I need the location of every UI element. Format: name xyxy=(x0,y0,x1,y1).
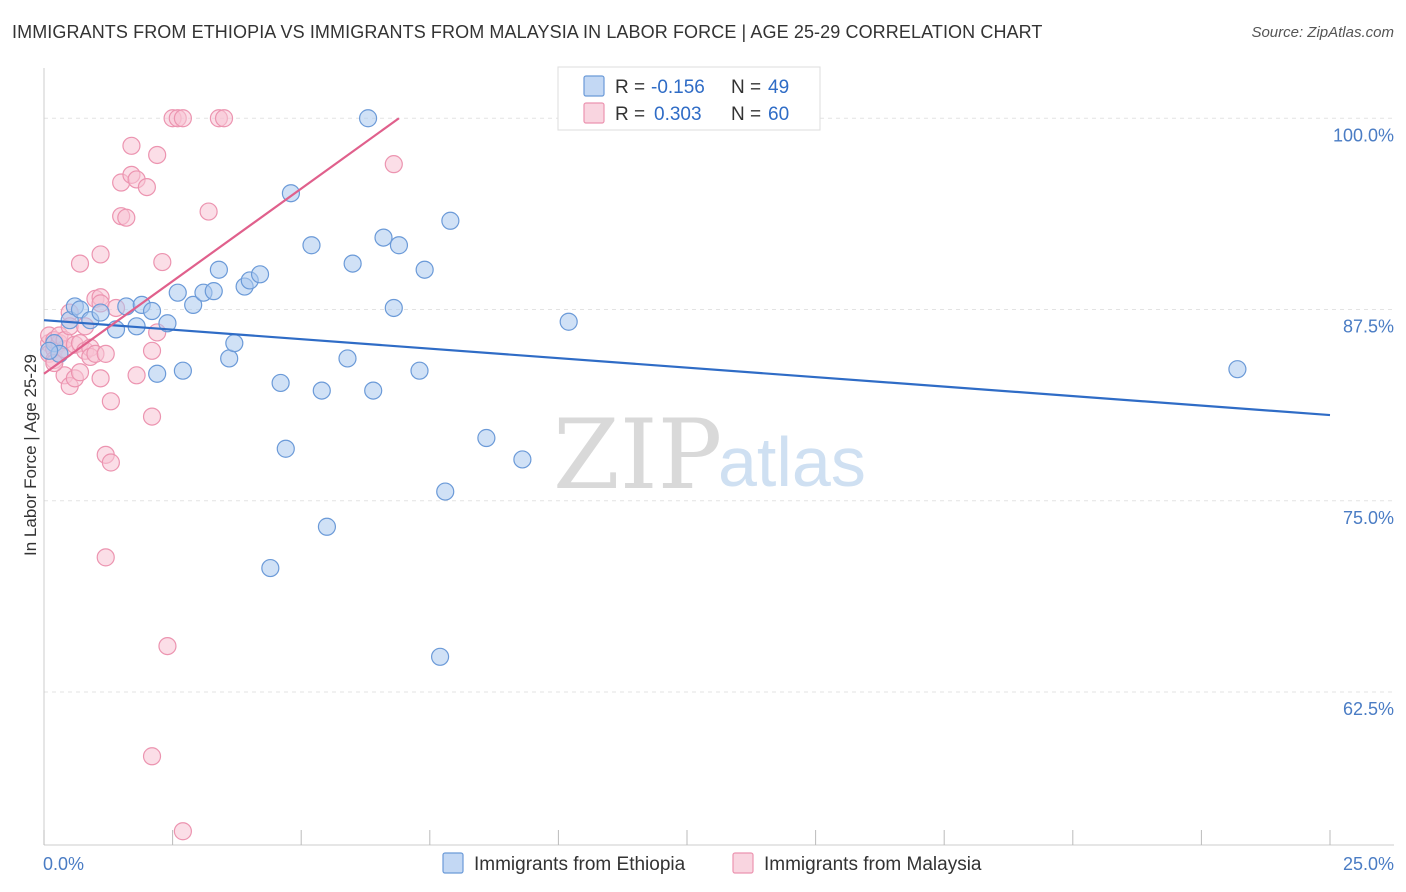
correlation-legend: R = -0.156 N = 49 R = 0.303 N = 60 xyxy=(557,66,821,131)
ethiopia-point xyxy=(117,297,136,316)
ethiopia-point xyxy=(168,283,187,302)
ethiopia-point xyxy=(343,254,362,273)
source-label: Source: ZipAtlas.com xyxy=(1251,24,1394,41)
ethiopia-point xyxy=(148,364,167,383)
malaysia-point xyxy=(96,548,115,567)
trendlines xyxy=(43,117,1331,417)
ethiopia-point xyxy=(261,558,280,578)
legend-ethiopia-r-label: R = xyxy=(615,77,645,98)
ethiopia-point xyxy=(410,361,429,380)
malaysia-point xyxy=(70,363,90,382)
legend-malaysia-r-value: 0.303 xyxy=(654,104,702,125)
y-tick-labels: 62.5% 75.0% 87.5% 100.0% xyxy=(1333,125,1394,719)
ethiopia-point xyxy=(276,439,295,458)
ethiopia-point xyxy=(220,349,239,368)
ethiopia-point xyxy=(384,298,403,318)
ethiopia-point xyxy=(559,312,578,331)
malaysia-point xyxy=(101,392,120,411)
ethiopia-point xyxy=(281,184,301,203)
bottom-legend-ethiopia-label: Immigrants from Ethiopia xyxy=(474,854,686,875)
x-tick-label: 25.0% xyxy=(1343,854,1394,874)
malaysia-point xyxy=(214,109,234,128)
malaysia-point xyxy=(91,369,110,388)
ethiopia-point xyxy=(158,314,177,333)
malaysia-point xyxy=(117,208,136,227)
bottom-legend-malaysia-swatch xyxy=(732,852,754,874)
ethiopia-point xyxy=(184,295,203,315)
ethiopia-point xyxy=(225,334,244,353)
malaysia-point xyxy=(101,453,120,472)
ethiopia-point xyxy=(173,361,192,380)
malaysia-point xyxy=(384,155,403,174)
watermark-zip: ZIP xyxy=(553,399,722,511)
malaysia-trendline xyxy=(43,117,400,375)
watermark-atlas: atlas xyxy=(718,423,866,501)
malaysia-point xyxy=(137,178,156,197)
malaysia-point xyxy=(173,822,192,841)
legend-ethiopia-r-value: -0.156 xyxy=(651,77,705,98)
ethiopia-point xyxy=(91,303,110,322)
malaysia-point xyxy=(158,636,177,656)
ethiopia-point xyxy=(430,647,450,666)
legend-malaysia-n-label: N = xyxy=(731,104,761,125)
malaysia-point xyxy=(142,341,162,360)
y-tick-label: 100.0% xyxy=(1333,125,1394,145)
ethiopia-point xyxy=(250,265,270,284)
ethiopia-point xyxy=(389,236,409,255)
ethiopia-point xyxy=(513,450,532,469)
ethiopia-point xyxy=(436,482,455,501)
malaysia-point xyxy=(127,366,146,385)
ethiopia-point xyxy=(358,109,378,128)
y-axis-title: In Labor Force | Age 25-29 xyxy=(21,354,40,556)
axes xyxy=(43,68,1394,846)
malaysia-point xyxy=(70,254,90,273)
ethiopia-point xyxy=(142,301,162,321)
legend-ethiopia-swatch xyxy=(583,75,605,97)
malaysia-point xyxy=(142,407,162,426)
ethiopia-point xyxy=(415,260,434,279)
ethiopia-point xyxy=(477,428,496,448)
malaysia-point xyxy=(153,252,172,272)
legend-ethiopia-n-value: 49 xyxy=(768,77,789,98)
x-tick-label: 0.0% xyxy=(43,854,84,874)
legend-malaysia-swatch xyxy=(583,102,605,124)
malaysia-points xyxy=(40,109,403,841)
malaysia-point xyxy=(148,145,167,165)
malaysia-point xyxy=(199,202,218,221)
legend-ethiopia-n-label: N = xyxy=(731,77,761,98)
ethiopia-point xyxy=(317,517,337,536)
ethiopia-point xyxy=(204,282,223,301)
ethiopia-point xyxy=(374,228,393,247)
malaysia-point xyxy=(173,109,192,128)
series-legend: Immigrants from Ethiopia Immigrants from… xyxy=(442,852,982,875)
ethiopia-point xyxy=(302,236,321,255)
ethiopia-point xyxy=(441,211,460,230)
ethiopia-point xyxy=(364,381,383,400)
legend-malaysia-r-label: R = xyxy=(615,104,645,125)
ethiopia-point xyxy=(209,260,228,279)
ethiopia-point xyxy=(312,381,331,400)
ethiopia-trendline xyxy=(43,319,1331,417)
chart-title: IMMIGRANTS FROM ETHIOPIA VS IMMIGRANTS F… xyxy=(12,22,1043,42)
bottom-legend-malaysia-label: Immigrants from Malaysia xyxy=(764,854,982,875)
ethiopia-point xyxy=(338,349,357,368)
ethiopia-points xyxy=(40,109,1247,666)
ethiopia-point xyxy=(271,373,290,393)
y-tick-label: 87.5% xyxy=(1343,317,1394,337)
malaysia-point xyxy=(96,344,115,363)
legend-malaysia-n-value: 60 xyxy=(768,104,789,125)
bottom-legend-ethiopia-swatch xyxy=(442,852,464,874)
malaysia-point xyxy=(91,245,110,264)
y-tick-label: 62.5% xyxy=(1343,699,1394,719)
y-tick-label: 75.0% xyxy=(1343,508,1394,528)
ethiopia-point xyxy=(40,341,59,360)
malaysia-point xyxy=(122,136,141,155)
x-tick-labels: 0.0% 25.0% xyxy=(43,854,1394,874)
ethiopia-point xyxy=(1228,360,1247,379)
ethiopia-point xyxy=(106,320,126,339)
malaysia-point xyxy=(142,747,162,766)
